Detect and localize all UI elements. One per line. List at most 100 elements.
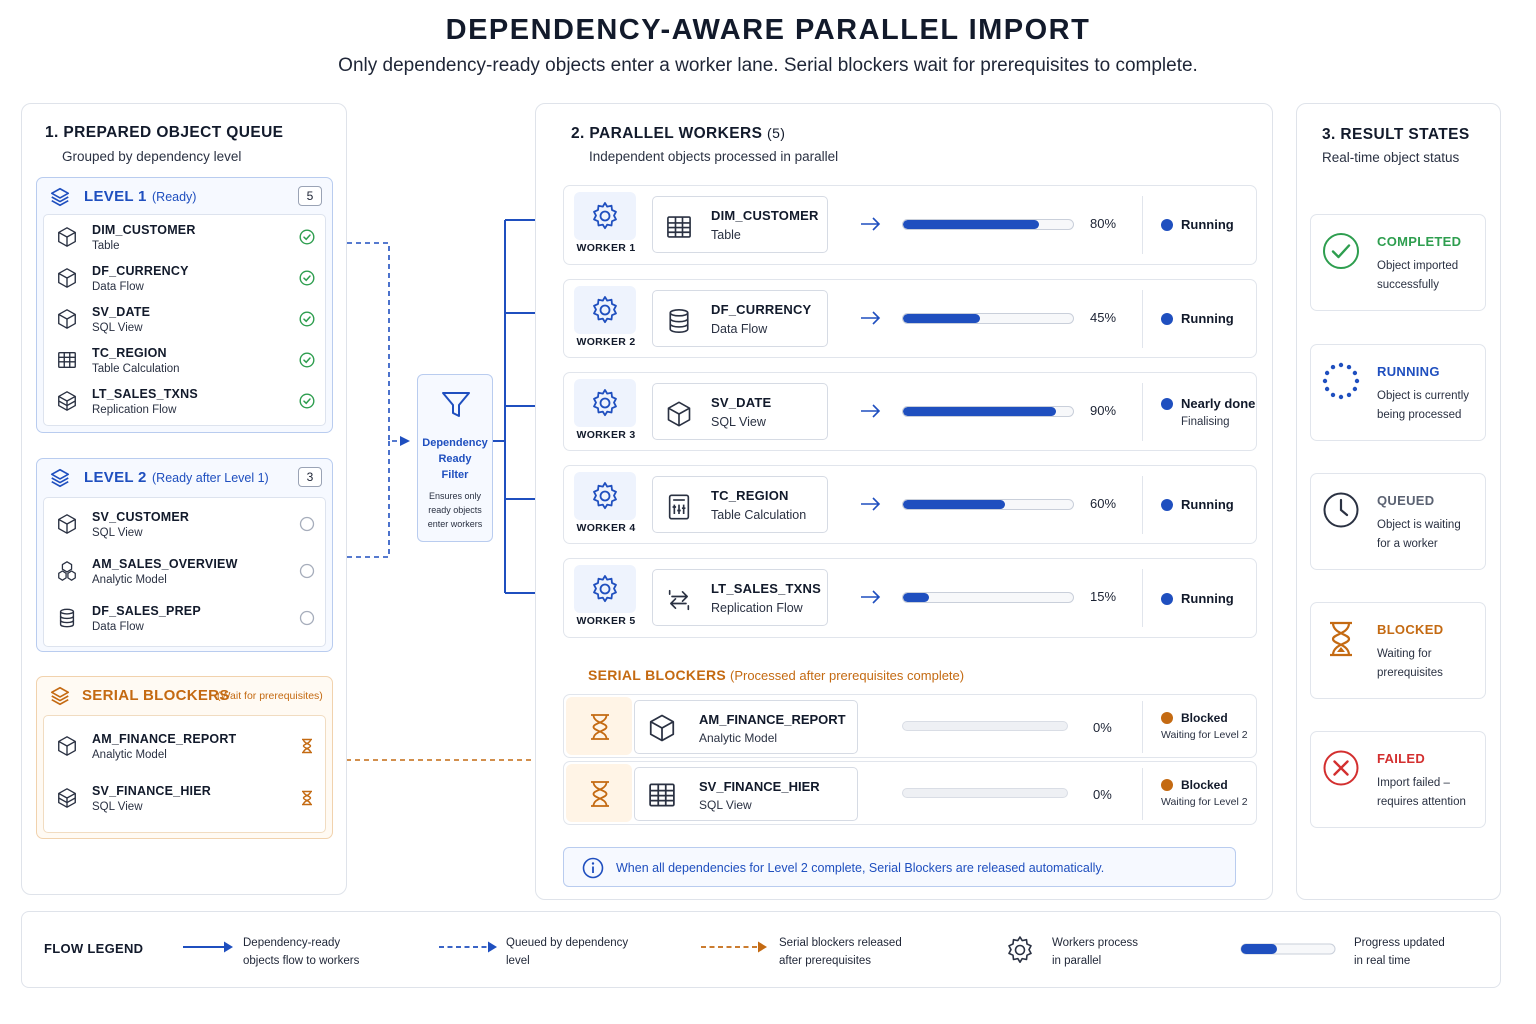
blocker-object[interactable]: SV_FINANCE_HIER SQL View <box>634 767 858 821</box>
hourglass-icon <box>302 790 312 806</box>
analytic-model-icon <box>58 561 76 581</box>
item-type: Analytic Model <box>92 574 167 586</box>
progress-bar-icon <box>1240 943 1336 955</box>
worker-object[interactable]: LT_SALES_TXNS Replication Flow <box>652 569 828 626</box>
worker-object[interactable]: DIM_CUSTOMER Table <box>652 196 828 253</box>
blocker-badge <box>566 764 632 822</box>
list-item[interactable]: DF_CURRENCY Data Flow <box>44 258 325 298</box>
queue-panel: 1. PREPARED OBJECT QUEUE Grouped by depe… <box>21 103 347 895</box>
progress-percent: 0% <box>1093 720 1112 735</box>
blocker-object[interactable]: AM_FINANCE_REPORT Analytic Model <box>634 700 858 754</box>
solid-arrow-icon <box>183 941 233 953</box>
object-type: Data Flow <box>711 322 768 336</box>
object-name: DF_CURRENCY <box>711 302 812 317</box>
object-name: AM_FINANCE_REPORT <box>699 712 846 727</box>
gear-icon <box>1008 936 1032 963</box>
serial-blockers-heading-note: (Processed after prerequisites complete) <box>730 668 965 683</box>
item-name: DIM_CUSTOMER <box>92 223 196 237</box>
legend-item: Queued by dependency level <box>506 937 629 967</box>
item-name: DF_SALES_PREP <box>92 604 201 618</box>
status-dot <box>1161 593 1173 605</box>
progress-percent: 45% <box>1090 310 1117 325</box>
serial-blockers-note: (Wait for prerequisites) <box>217 690 323 702</box>
state-failed: FAILED Import failed – requires attention <box>1310 731 1486 828</box>
list-item[interactable]: AM_SALES_OVERVIEW Analytic Model <box>44 551 325 591</box>
status-dot <box>1161 219 1173 231</box>
object-name: SV_DATE <box>711 395 772 410</box>
worker-object[interactable]: SV_DATE SQL View <box>652 383 828 440</box>
worker-row-4: WORKER 4 TC_REGION Table Calculation 60%… <box>563 465 1257 544</box>
blocker-row-1: AM_FINANCE_REPORT Analytic Model 0% Bloc… <box>563 694 1257 758</box>
layers-icon <box>50 468 70 488</box>
info-text: When all dependencies for Level 2 comple… <box>616 861 1105 875</box>
worker-badge <box>574 286 636 334</box>
list-item[interactable]: SV_CUSTOMER SQL View <box>44 504 325 544</box>
serial-blockers-group: SERIAL BLOCKERS (Wait for prerequisites)… <box>36 676 333 839</box>
level-2-list: SV_CUSTOMER SQL View AM_SALES_OVERVIEW A… <box>43 497 326 647</box>
hourglass-icon <box>591 714 609 740</box>
arrow-right-icon <box>861 311 881 325</box>
list-item[interactable]: SV_FINANCE_HIER SQL View <box>44 778 325 818</box>
worker-object[interactable]: DF_CURRENCY Data Flow <box>652 290 828 347</box>
dependency-ready-filter: Dependency Ready Filter Ensures only rea… <box>417 374 493 542</box>
progress-bar <box>902 406 1074 417</box>
gear-icon <box>593 296 617 324</box>
info-banner: When all dependencies for Level 2 comple… <box>563 847 1236 887</box>
list-item[interactable]: LT_SALES_TXNS Replication Flow <box>44 381 325 421</box>
item-name: SV_CUSTOMER <box>92 510 190 524</box>
state-title: COMPLETED <box>1377 234 1462 249</box>
level-1-title: LEVEL 1 <box>84 188 147 205</box>
progress-bar <box>902 219 1074 230</box>
level-1-list: DIM_CUSTOMER Table DF_CURRENCY Data Flow… <box>43 214 326 426</box>
item-name: AM_SALES_OVERVIEW <box>92 557 238 571</box>
info-icon <box>582 857 604 879</box>
object-name: DIM_CUSTOMER <box>711 208 819 223</box>
worker-object[interactable]: TC_REGION Table Calculation <box>652 476 828 533</box>
worker-label: WORKER 1 <box>576 242 636 254</box>
progress-bar <box>902 499 1074 510</box>
item-type: SQL View <box>92 322 143 334</box>
status-dot <box>1161 712 1173 724</box>
state-title: QUEUED <box>1377 493 1435 508</box>
item-name: DF_CURRENCY <box>92 264 189 278</box>
worker-badge <box>574 379 636 427</box>
replication-flow-icon <box>668 589 690 611</box>
list-item[interactable]: AM_FINANCE_REPORT Analytic Model <box>44 726 325 766</box>
hourglass-icon <box>302 738 312 754</box>
list-item[interactable]: DF_SALES_PREP Data Flow <box>44 598 325 638</box>
item-type: Analytic Model <box>92 749 167 761</box>
level-2-note: (Ready after Level 1) <box>152 471 269 485</box>
worker-row-3: WORKER 3 SV_DATE SQL View 90% Nearly don… <box>563 372 1257 451</box>
level-2-title: LEVEL 2 <box>84 469 147 486</box>
object-type: Table <box>711 228 741 242</box>
worker-row-2: WORKER 2 DF_CURRENCY Data Flow 45% Runni… <box>563 279 1257 358</box>
table-grid-icon <box>667 216 691 238</box>
worker-row-1: WORKER 1 DIM_CUSTOMER Table 80% Running <box>563 185 1257 265</box>
list-item[interactable]: SV_DATE SQL View <box>44 299 325 339</box>
worker-badge <box>574 472 636 520</box>
serial-blockers-title: SERIAL BLOCKERS <box>82 687 230 704</box>
queued-circle-icon <box>299 610 315 626</box>
item-type: SQL View <box>92 527 143 539</box>
status-text: Blocked <box>1181 778 1228 792</box>
gear-icon <box>593 482 617 510</box>
status-dot <box>1161 398 1173 410</box>
list-item[interactable]: TC_REGION Table Calculation <box>44 340 325 380</box>
state-description: Waiting for prerequisites <box>1377 648 1443 679</box>
item-type: Table Calculation <box>92 363 180 375</box>
cube-icon <box>667 401 691 427</box>
progress-bar <box>902 788 1068 798</box>
state-description: Object is currently being processed <box>1377 390 1470 421</box>
worker-label: WORKER 2 <box>576 336 636 348</box>
status-dot <box>1161 499 1173 511</box>
hourglass-icon <box>1330 621 1352 657</box>
orange-dashed-arrow-icon <box>701 941 767 953</box>
worker-row-5: WORKER 5 LT_SALES_TXNS Replication Flow … <box>563 558 1257 638</box>
cube-icon <box>58 788 76 808</box>
results-subtitle: Real-time object status <box>1322 150 1460 165</box>
check-circle-icon <box>1323 233 1359 269</box>
arrow-right-icon <box>861 590 881 604</box>
list-item[interactable]: DIM_CUSTOMER Table <box>44 217 325 257</box>
worker-label: WORKER 3 <box>576 429 636 441</box>
cube-icon <box>649 714 675 742</box>
